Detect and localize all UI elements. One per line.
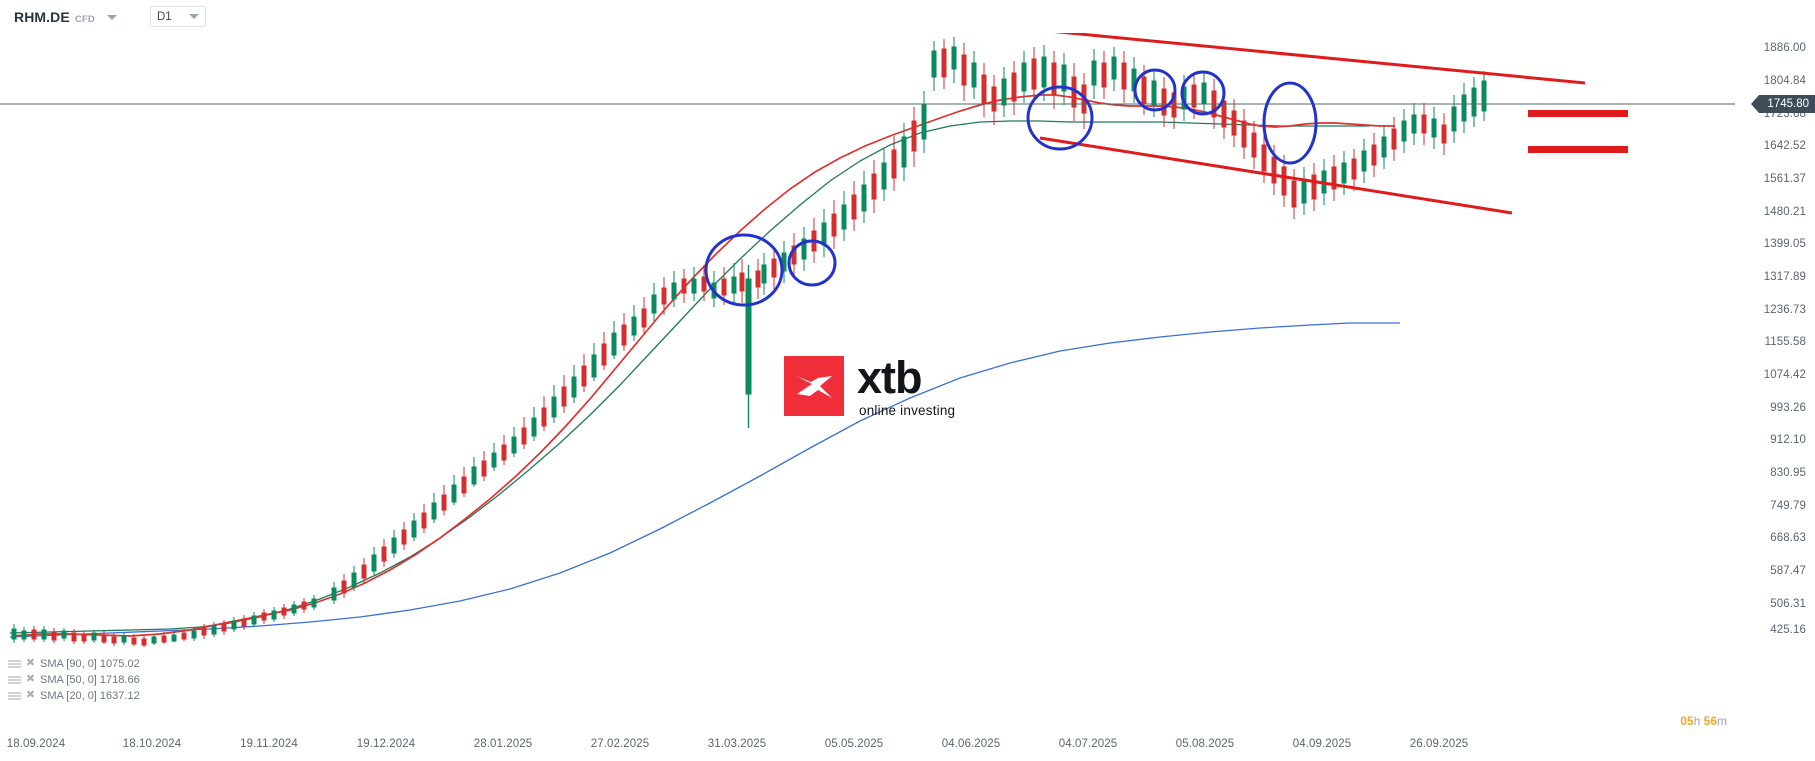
legend-item-sma-50[interactable]: ✖ SMA [50, 0] 1718.66 xyxy=(8,672,140,687)
legend-item-sma-90[interactable]: ✖ SMA [90, 0] 1075.02 xyxy=(8,656,140,671)
layers-icon xyxy=(8,690,21,701)
marker-circle-3[interactable] xyxy=(1026,85,1094,151)
legend-label: SMA [90, 0] 1075.02 xyxy=(40,657,140,670)
level-upper-block[interactable] xyxy=(1528,110,1628,117)
sma-20-line xyxy=(11,94,1395,637)
symbol-name: RHM.DE xyxy=(14,8,70,25)
drawing-annotations-svg[interactable] xyxy=(0,33,1735,733)
price-tick: 749.79 xyxy=(1770,500,1806,512)
countdown-hours-unit: h xyxy=(1693,714,1701,728)
legend-item-sma-20[interactable]: ✖ SMA [20, 0] 1637.12 xyxy=(8,688,140,703)
price-tick: 1074.42 xyxy=(1763,369,1806,381)
date-tick: 04.07.2025 xyxy=(1058,738,1118,750)
price-tick: 993.26 xyxy=(1770,402,1806,414)
chevron-down-icon[interactable] xyxy=(188,14,199,19)
date-tick: 31.03.2025 xyxy=(707,738,767,750)
instrument-type-label: CFD xyxy=(74,13,95,25)
price-tick: 1236.73 xyxy=(1763,304,1806,316)
date-tick: 04.09.2025 xyxy=(1292,738,1352,750)
price-tick: 587.47 xyxy=(1770,565,1806,577)
countdown-minutes: 56 xyxy=(1703,714,1717,728)
legend-label: SMA [20, 0] 1637.12 xyxy=(40,689,140,702)
date-tick: 05.08.2025 xyxy=(1175,738,1235,750)
close-icon[interactable]: ✖ xyxy=(25,689,36,701)
date-tick: 19.12.2024 xyxy=(356,738,416,750)
date-tick: 18.10.2024 xyxy=(122,738,182,750)
chart-toolbar: RHM.DE CFD D1 xyxy=(0,0,1815,33)
legend-label: SMA [50, 0] 1718.66 xyxy=(40,673,140,686)
price-tick: 1561.37 xyxy=(1763,173,1806,185)
date-axis[interactable]: 18.09.2024 18.10.2024 19.11.2024 19.12.2… xyxy=(0,733,1735,761)
price-axis[interactable]: 1886.00 1804.84 1723.68 1642.52 1561.37 … xyxy=(1735,33,1815,761)
price-tick: 425.16 xyxy=(1770,624,1806,636)
price-tick: 830.95 xyxy=(1770,467,1806,479)
price-tick: 1886.00 xyxy=(1763,42,1806,54)
trendline-support[interactable] xyxy=(1039,136,1513,215)
trendline-resistance[interactable] xyxy=(946,33,1586,85)
marker-circle-5[interactable] xyxy=(1180,70,1226,116)
date-tick: 04.06.2025 xyxy=(941,738,1001,750)
countdown-minutes-unit: m xyxy=(1717,714,1727,728)
price-tick: 1642.52 xyxy=(1763,140,1806,152)
price-tick: 912.10 xyxy=(1770,434,1806,446)
chevron-down-icon[interactable] xyxy=(106,14,117,20)
date-tick: 27.02.2025 xyxy=(590,738,650,750)
price-tick: 668.63 xyxy=(1770,532,1806,544)
level-lower-block[interactable] xyxy=(1528,146,1628,153)
last-price-badge: 1745.80 xyxy=(1751,95,1815,113)
bar-countdown-timer: 05h 56m xyxy=(1680,714,1727,728)
marker-circle-2[interactable] xyxy=(787,239,837,287)
marker-circle-1[interactable] xyxy=(704,233,784,307)
date-tick: 26.09.2025 xyxy=(1409,738,1469,750)
close-icon[interactable]: ✖ xyxy=(25,657,36,669)
date-tick: 18.09.2024 xyxy=(6,738,66,750)
marker-circle-6[interactable] xyxy=(1262,81,1318,165)
marker-circle-4[interactable] xyxy=(1133,68,1177,112)
price-tick: 1804.84 xyxy=(1763,75,1806,87)
price-tick: 1480.21 xyxy=(1763,206,1806,218)
price-tick: 506.31 xyxy=(1770,598,1806,610)
timeframe-select[interactable]: D1 xyxy=(149,6,206,27)
close-icon[interactable]: ✖ xyxy=(25,673,36,685)
sma-90-line xyxy=(9,322,1400,638)
timeframe-label: D1 xyxy=(156,10,172,23)
chart-plot-area[interactable]: xtb online investing ✖ SMA [90, 0] 1075.… xyxy=(0,33,1735,733)
price-tick: 1399.05 xyxy=(1763,238,1806,250)
price-tick: 1155.58 xyxy=(1764,336,1806,348)
layers-icon xyxy=(8,658,21,669)
countdown-hours: 05 xyxy=(1680,714,1694,728)
date-tick: 28.01.2025 xyxy=(473,738,533,750)
price-tick: 1317.89 xyxy=(1763,271,1806,283)
layers-icon xyxy=(8,674,21,685)
indicator-legend: ✖ SMA [90, 0] 1075.02 ✖ SMA [50, 0] 1718… xyxy=(8,656,140,703)
symbol-selector[interactable]: RHM.DE CFD xyxy=(14,9,117,25)
date-tick: 05.05.2025 xyxy=(824,738,884,750)
date-tick: 19.11.2024 xyxy=(240,738,298,750)
